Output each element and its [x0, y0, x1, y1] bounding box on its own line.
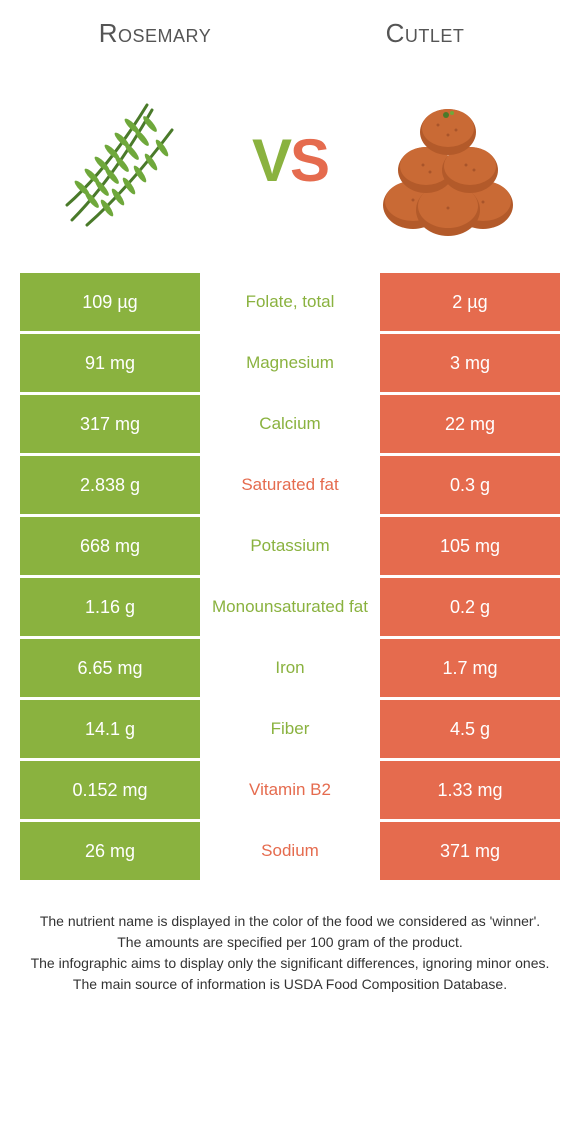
cell-nutrient-label: Fiber: [200, 700, 380, 758]
vs-label: VS: [252, 126, 328, 195]
title-right: Cutlet: [290, 18, 560, 49]
cell-nutrient-label: Saturated fat: [200, 456, 380, 514]
cell-left-value: 668 mg: [20, 517, 200, 575]
table-row: 1.16 gMonounsaturated fat0.2 g: [20, 578, 560, 636]
table-row: 91 mgMagnesium3 mg: [20, 334, 560, 392]
cell-nutrient-label: Sodium: [200, 822, 380, 880]
cell-right-value: 105 mg: [380, 517, 560, 575]
footer-line: The amounts are specified per 100 gram o…: [30, 932, 550, 953]
cell-left-value: 14.1 g: [20, 700, 200, 758]
cell-left-value: 91 mg: [20, 334, 200, 392]
cell-left-value: 6.65 mg: [20, 639, 200, 697]
infographic-container: Rosemary Cutlet: [0, 0, 580, 1144]
title-right-col: Cutlet: [290, 18, 560, 49]
table-row: 317 mgCalcium22 mg: [20, 395, 560, 453]
cell-nutrient-label: Monounsaturated fat: [200, 578, 380, 636]
cell-right-value: 3 mg: [380, 334, 560, 392]
cell-nutrient-label: Potassium: [200, 517, 380, 575]
cell-left-value: 2.838 g: [20, 456, 200, 514]
cutlet-image: [363, 75, 533, 245]
cell-right-value: 4.5 g: [380, 700, 560, 758]
cell-nutrient-label: Magnesium: [200, 334, 380, 392]
comparison-table: 109 µgFolate, total2 µg91 mgMagnesium3 m…: [0, 273, 580, 883]
cell-left-value: 109 µg: [20, 273, 200, 331]
table-row: 668 mgPotassium105 mg: [20, 517, 560, 575]
table-row: 2.838 gSaturated fat0.3 g: [20, 456, 560, 514]
title-left: Rosemary: [20, 18, 290, 49]
vs-s: S: [290, 127, 328, 194]
cell-nutrient-label: Calcium: [200, 395, 380, 453]
table-row: 14.1 gFiber4.5 g: [20, 700, 560, 758]
cell-right-value: 1.33 mg: [380, 761, 560, 819]
cell-nutrient-label: Vitamin B2: [200, 761, 380, 819]
vs-v: V: [252, 127, 290, 194]
footer-line: The main source of information is USDA F…: [30, 974, 550, 995]
title-left-col: Rosemary: [20, 18, 290, 49]
table-row: 6.65 mgIron1.7 mg: [20, 639, 560, 697]
cell-nutrient-label: Iron: [200, 639, 380, 697]
hero-row: VS: [0, 57, 580, 273]
cutlet-icon: [368, 80, 528, 240]
rosemary-image: [47, 75, 217, 245]
cell-left-value: 26 mg: [20, 822, 200, 880]
cell-right-value: 1.7 mg: [380, 639, 560, 697]
table-row: 0.152 mgVitamin B21.33 mg: [20, 761, 560, 819]
cell-right-value: 2 µg: [380, 273, 560, 331]
rosemary-icon: [52, 80, 212, 240]
cell-nutrient-label: Folate, total: [200, 273, 380, 331]
cell-right-value: 0.2 g: [380, 578, 560, 636]
cell-left-value: 317 mg: [20, 395, 200, 453]
cell-left-value: 1.16 g: [20, 578, 200, 636]
cell-right-value: 0.3 g: [380, 456, 560, 514]
cell-right-value: 22 mg: [380, 395, 560, 453]
table-row: 26 mgSodium371 mg: [20, 822, 560, 880]
titles-row: Rosemary Cutlet: [0, 0, 580, 57]
footer-line: The nutrient name is displayed in the co…: [30, 911, 550, 932]
cell-left-value: 0.152 mg: [20, 761, 200, 819]
footer-line: The infographic aims to display only the…: [30, 953, 550, 974]
cell-right-value: 371 mg: [380, 822, 560, 880]
table-row: 109 µgFolate, total2 µg: [20, 273, 560, 331]
footer-notes: The nutrient name is displayed in the co…: [0, 883, 580, 1015]
